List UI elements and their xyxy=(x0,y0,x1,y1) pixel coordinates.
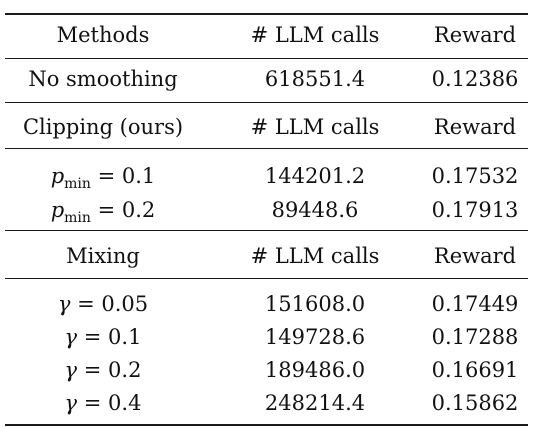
section-rule xyxy=(5,102,528,103)
param-label: γ = 0.05 xyxy=(58,285,148,323)
param-label: pmin = 0.2 xyxy=(51,191,156,232)
param-symbol: γ xyxy=(57,292,71,316)
header-llm-calls: # LLM calls xyxy=(250,23,380,47)
mixing-rule xyxy=(5,278,528,279)
table-row: γ = 0.2 189486.0 0.16691 xyxy=(5,351,528,389)
table-row: pmin = 0.2 89448.6 0.17913 xyxy=(5,191,528,229)
reward-value: 0.17532 xyxy=(431,164,519,188)
llm-calls-value: 189486.0 xyxy=(264,358,366,382)
no-smoothing-label: No smoothing xyxy=(28,67,178,91)
param-label: γ = 0.2 xyxy=(65,351,142,389)
param-value: = 0.4 xyxy=(83,391,142,415)
clipping-rule xyxy=(5,148,528,149)
clipping-header-reward: Reward xyxy=(433,115,517,139)
table-row: γ = 0.1 149728.6 0.17288 xyxy=(5,318,528,356)
no-smoothing-calls: 618551.4 xyxy=(264,67,366,91)
table-row: γ = 0.05 151608.0 0.17449 xyxy=(5,285,528,323)
param-value: = 0.1 xyxy=(97,164,156,188)
header-methods: Methods xyxy=(56,23,150,47)
llm-calls-value: 144201.2 xyxy=(264,164,366,188)
table-row: pmin = 0.1 144201.2 0.17532 xyxy=(5,157,528,195)
header-reward: Reward xyxy=(433,23,517,47)
param-symbol: γ xyxy=(64,358,78,382)
clipping-header-method: Clipping (ours) xyxy=(22,115,184,139)
no-smoothing-row: No smoothing 618551.4 0.12386 xyxy=(5,60,528,98)
param-value: = 0.1 xyxy=(83,325,142,349)
param-value: = 0.2 xyxy=(83,358,142,382)
reward-value: 0.17913 xyxy=(431,198,519,222)
bottom-rule xyxy=(5,424,528,426)
param-symbol: γ xyxy=(64,391,78,415)
param-symbol: p xyxy=(50,164,65,188)
param-value: = 0.05 xyxy=(77,292,149,316)
param-symbol: p xyxy=(50,198,65,222)
mixing-header-method: Mixing xyxy=(66,244,140,268)
clipping-header-row: Clipping (ours) # LLM calls Reward xyxy=(5,108,528,146)
mixing-header-reward: Reward xyxy=(433,244,517,268)
llm-calls-value: 151608.0 xyxy=(264,292,366,316)
header-rule xyxy=(5,58,528,59)
param-subscript: min xyxy=(64,210,91,226)
mixing-header-calls: # LLM calls xyxy=(250,244,380,268)
param-value: = 0.2 xyxy=(97,198,156,222)
section-rule xyxy=(5,230,528,231)
mixing-header-row: Mixing # LLM calls Reward xyxy=(5,237,528,275)
llm-calls-value: 248214.4 xyxy=(264,391,366,415)
table-row: γ = 0.4 248214.4 0.15862 xyxy=(5,384,528,422)
clipping-header-calls: # LLM calls xyxy=(250,115,380,139)
header-row: Methods # LLM calls Reward xyxy=(5,16,528,54)
param-symbol: γ xyxy=(64,325,78,349)
reward-value: 0.17449 xyxy=(431,292,519,316)
llm-calls-value: 89448.6 xyxy=(271,198,359,222)
llm-calls-value: 149728.6 xyxy=(264,325,366,349)
top-rule xyxy=(5,13,528,15)
param-label: γ = 0.1 xyxy=(65,318,142,356)
param-label: γ = 0.4 xyxy=(65,384,142,422)
no-smoothing-reward: 0.12386 xyxy=(431,67,519,91)
param-subscript: min xyxy=(64,176,91,192)
reward-value: 0.15862 xyxy=(431,391,519,415)
reward-value: 0.16691 xyxy=(431,358,519,382)
param-label: pmin = 0.1 xyxy=(51,157,156,198)
reward-value: 0.17288 xyxy=(431,325,519,349)
